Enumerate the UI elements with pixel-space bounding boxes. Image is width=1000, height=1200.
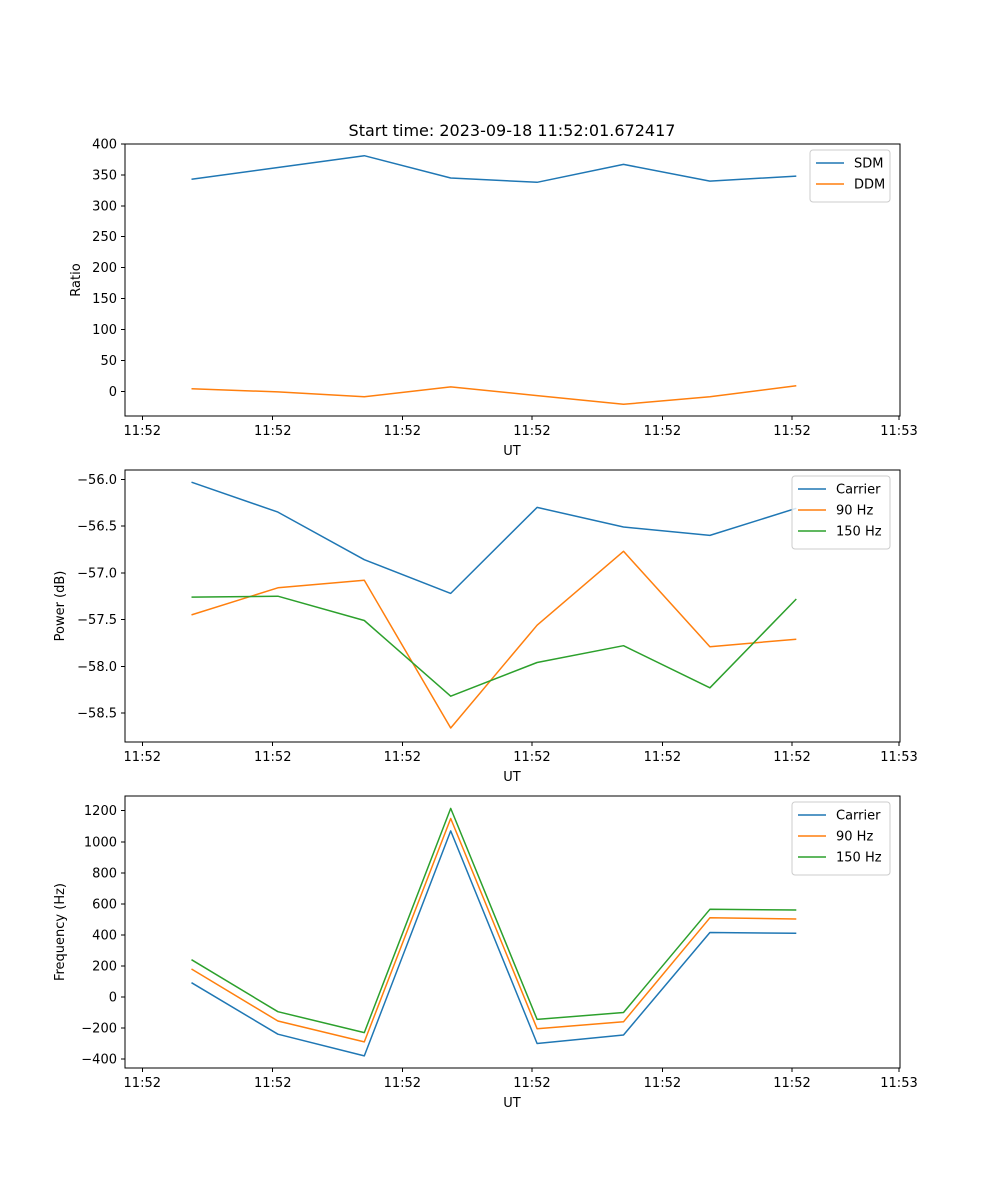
y-tick-label: 1000 — [84, 835, 117, 850]
x-axis-label: UT — [503, 1096, 521, 1111]
axes-frame — [124, 143, 901, 417]
x-tick-label: 11:52 — [384, 1076, 421, 1091]
x-tick-label: 11:52 — [124, 1076, 161, 1091]
y-tick-label: 600 — [92, 897, 117, 912]
x-axis-label: UT — [503, 770, 521, 785]
y-tick-label: 250 — [92, 230, 117, 245]
legend-entry: Carrier — [836, 809, 881, 824]
y-tick-label: 150 — [92, 292, 117, 307]
series-line-frequency-90-hz — [191, 817, 797, 1043]
x-tick-label: 11:52 — [384, 750, 421, 765]
legend: SDM DDM — [809, 149, 891, 203]
series-line-frequency-carrier — [191, 830, 797, 1057]
legend-entry: 90 Hz — [836, 830, 873, 845]
x-tick-label: 11:52 — [513, 424, 550, 439]
legend: Carrier 90 Hz 150 Hz — [791, 801, 891, 876]
y-tick-label: −56.5 — [77, 520, 117, 535]
axes-frame — [124, 795, 901, 1069]
x-axis-label: UT — [503, 444, 521, 459]
y-tick-label: 0 — [109, 990, 117, 1005]
y-tick-label: 50 — [100, 354, 117, 369]
y-tick-label: 300 — [92, 199, 117, 214]
legend-entry: SDM — [854, 157, 883, 172]
x-tick-label: 11:52 — [644, 424, 681, 439]
legend-entry: 150 Hz — [836, 851, 882, 866]
x-tick-label: 11:52 — [773, 750, 810, 765]
x-tick-label: 11:53 — [880, 424, 917, 439]
legend-entry: Carrier — [836, 483, 881, 498]
y-tick-label: 200 — [92, 959, 117, 974]
y-tick-label: −400 — [81, 1053, 117, 1068]
series-line-ratio-sdm — [191, 154, 797, 184]
chart-frequency: 11:52 11:52 11:52 11:52 11:52 11:52 11:53 −400 −… — [53, 795, 918, 1111]
y-axis-label: Ratio — [69, 263, 84, 296]
series-line-ratio-ddm — [191, 384, 797, 406]
y-tick-label: 400 — [92, 928, 117, 943]
x-tick-label: 11:52 — [644, 1076, 681, 1091]
x-tick-label: 11:52 — [254, 424, 291, 439]
series-line-power-90-hz — [191, 550, 797, 729]
series-line-power-150-hz — [191, 595, 797, 697]
y-tick-label: 400 — [92, 138, 117, 153]
x-tick-label: 11:52 — [254, 750, 291, 765]
y-tick-label: −56.0 — [77, 473, 117, 488]
x-tick-label: 11:52 — [773, 424, 810, 439]
x-tick-label: 11:52 — [513, 1076, 550, 1091]
chart-ratio: 11:52 11:52 11:52 11:52 11:52 11:52 11:53 0 50 10… — [69, 138, 918, 460]
figure-title: Start time: 2023-09-18 11:52:01.672417 — [349, 121, 676, 140]
y-tick-label: 1200 — [84, 804, 117, 819]
y-tick-label: −58.5 — [77, 707, 117, 722]
y-tick-label: 200 — [92, 261, 117, 276]
legend-entry: DDM — [854, 178, 885, 193]
y-tick-label: 800 — [92, 866, 117, 881]
y-axis-label: Frequency (Hz) — [53, 883, 68, 981]
x-tick-label: 11:52 — [773, 1076, 810, 1091]
y-tick-label: 100 — [92, 323, 117, 338]
x-tick-label: 11:52 — [384, 424, 421, 439]
y-tick-label: −57.0 — [77, 566, 117, 581]
y-tick-label: −57.5 — [77, 613, 117, 628]
series-line-frequency-150-hz — [191, 807, 797, 1034]
x-tick-label: 11:53 — [880, 750, 917, 765]
x-tick-label: 11:52 — [513, 750, 550, 765]
y-tick-label: 350 — [92, 168, 117, 183]
x-tick-label: 11:53 — [880, 1076, 917, 1091]
series-line-power-carrier — [191, 481, 797, 595]
legend-entry: 90 Hz — [836, 504, 873, 519]
x-tick-label: 11:52 — [254, 1076, 291, 1091]
x-tick-label: 11:52 — [124, 424, 161, 439]
x-tick-label: 11:52 — [644, 750, 681, 765]
y-tick-label: −58.0 — [77, 660, 117, 675]
chart-power: 11:52 11:52 11:52 11:52 11:52 11:52 11:53 −58.5… — [53, 469, 918, 785]
axes-frame — [124, 469, 901, 743]
x-tick-label: 11:52 — [124, 750, 161, 765]
legend: Carrier 90 Hz 150 Hz — [791, 475, 891, 550]
legend-entry: 150 Hz — [836, 525, 882, 540]
chart-panels: 11:52 11:52 11:52 11:52 11:52 11:52 11:53 0 50 10… — [53, 138, 918, 1112]
y-axis-label: Power (dB) — [53, 571, 68, 642]
y-tick-label: −200 — [81, 1021, 117, 1036]
y-tick-label: 0 — [109, 385, 117, 400]
